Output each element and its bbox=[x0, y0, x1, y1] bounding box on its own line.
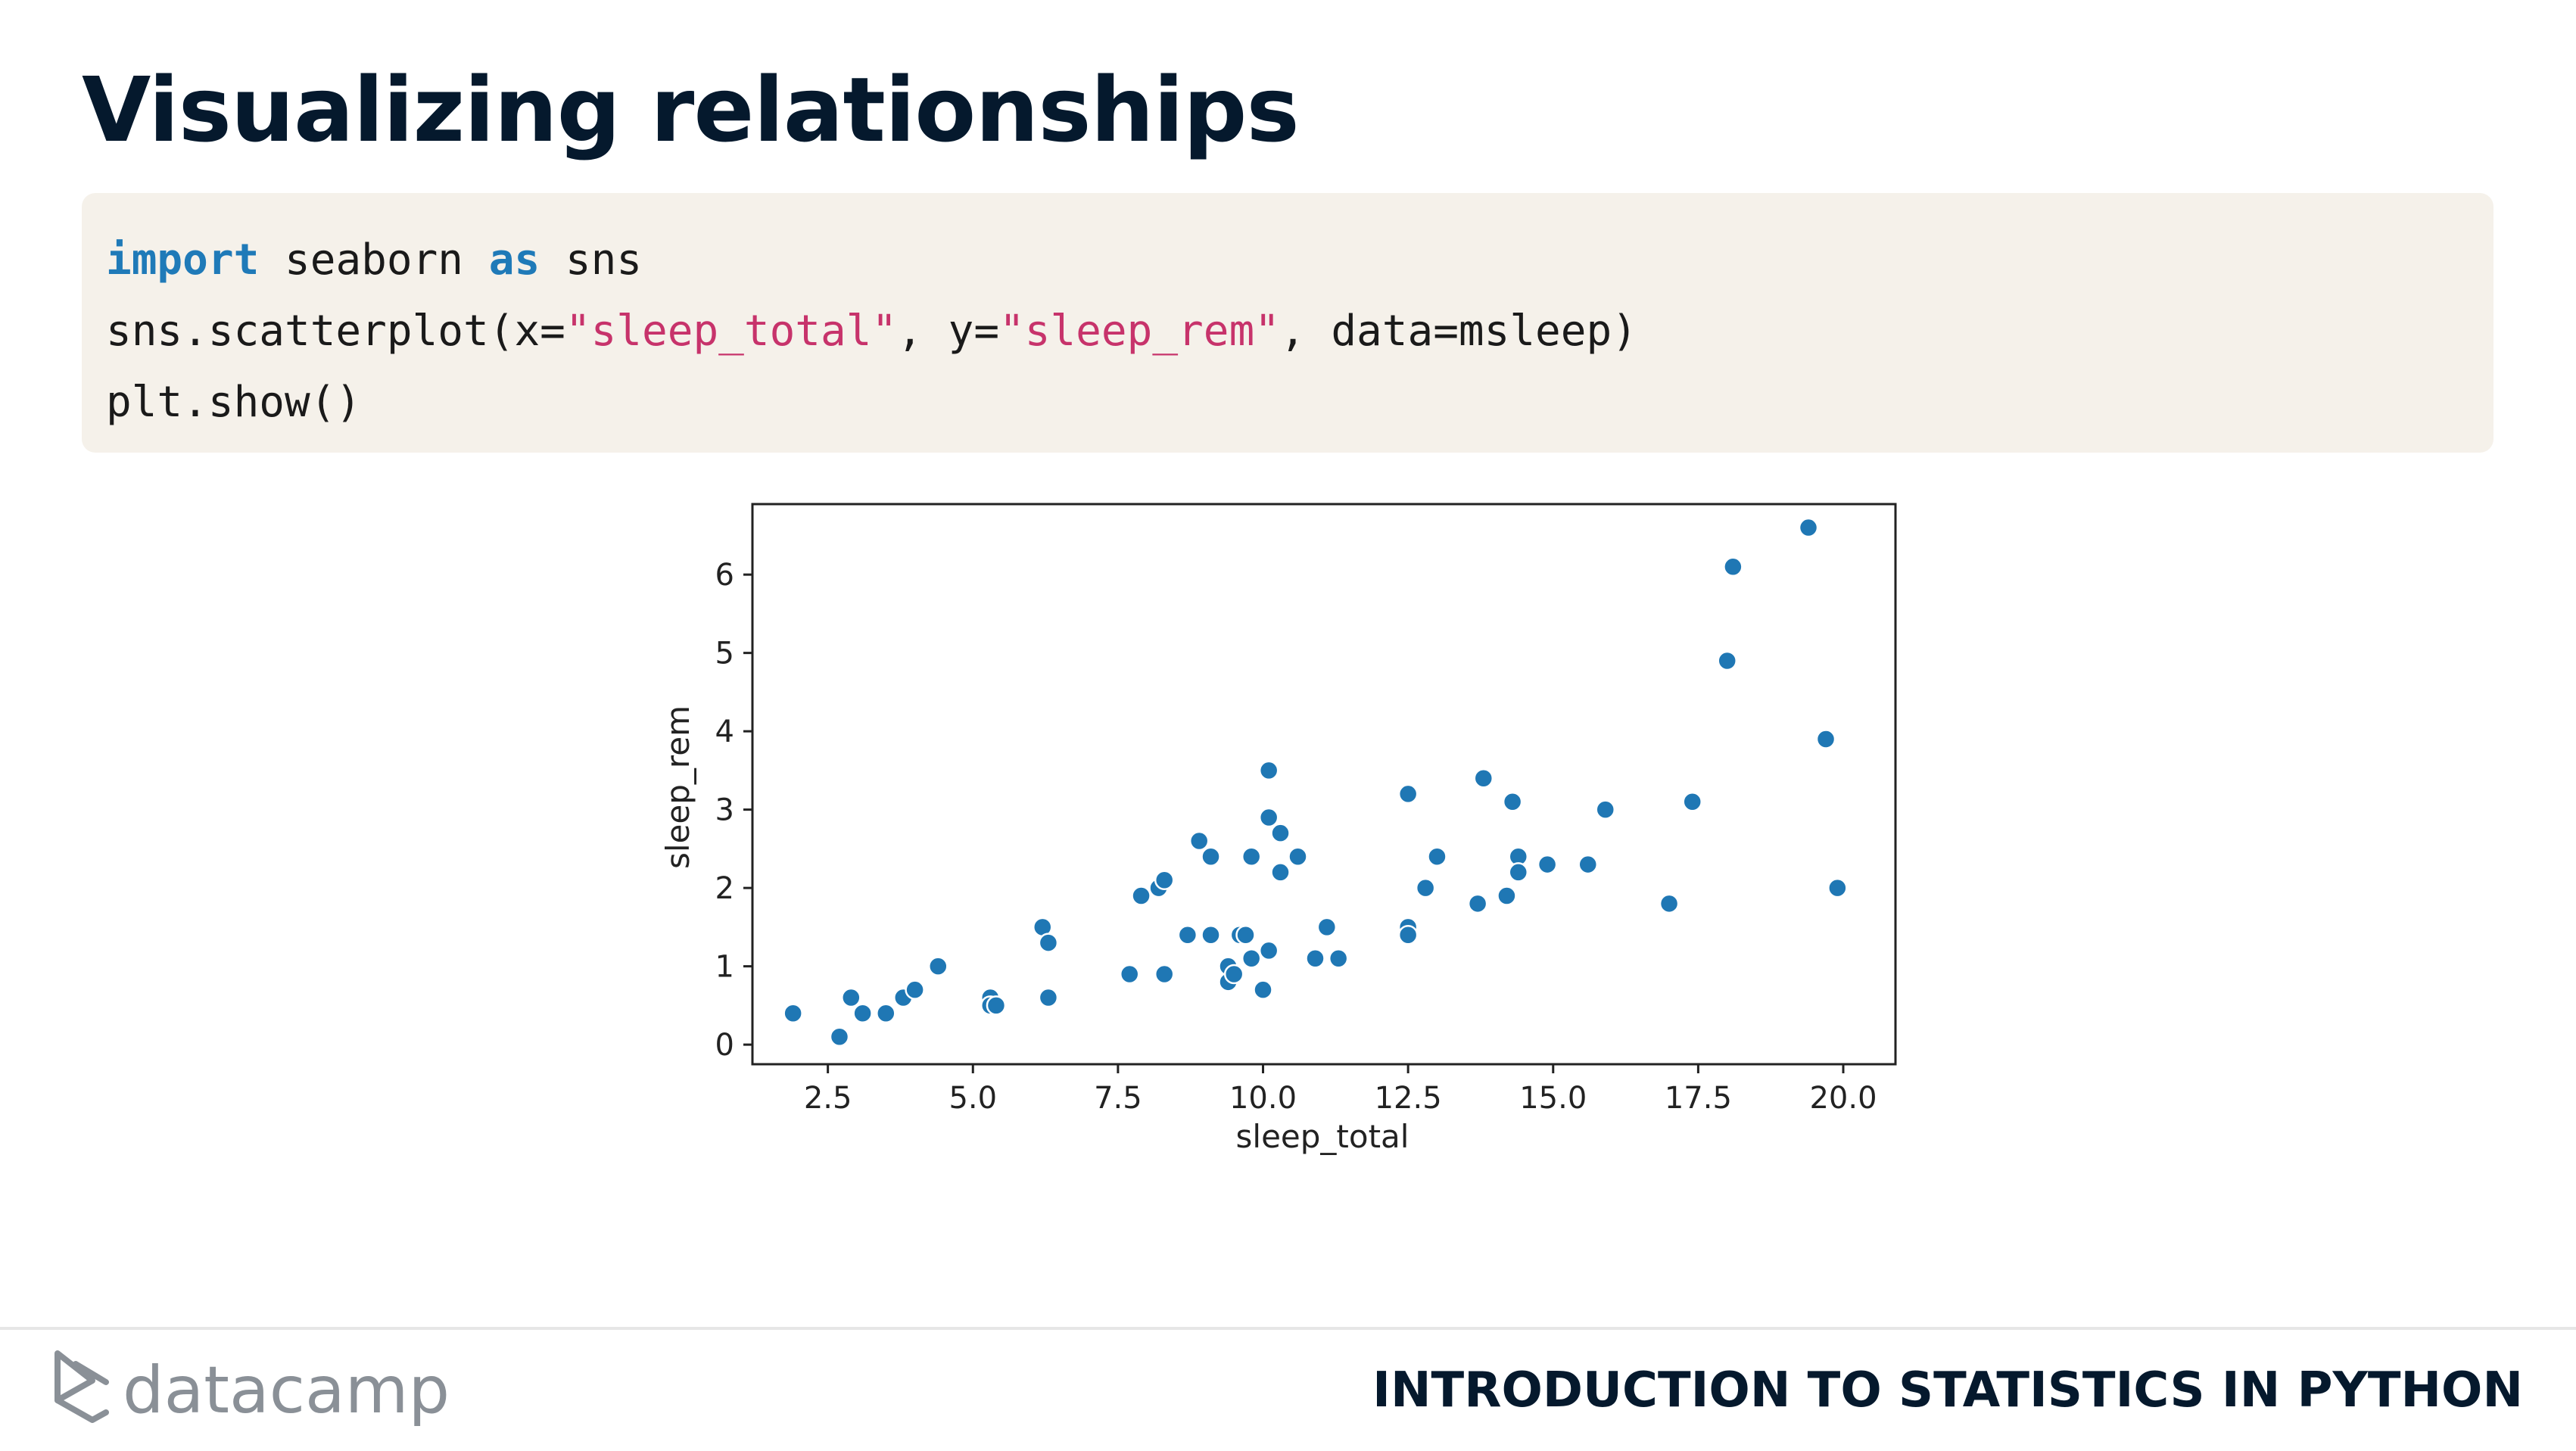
data-point bbox=[1316, 917, 1338, 938]
data-point bbox=[1502, 792, 1523, 812]
data-point bbox=[1595, 799, 1616, 820]
x-tick-label: 5.0 bbox=[948, 1081, 997, 1116]
data-point bbox=[1119, 964, 1140, 985]
data-point bbox=[1473, 768, 1494, 789]
y-axis-label: sleep_rem bbox=[659, 705, 696, 869]
datacamp-logo-wordmark: datacamp bbox=[123, 1353, 450, 1428]
data-point bbox=[1497, 886, 1517, 906]
data-point bbox=[1235, 924, 1256, 945]
data-point bbox=[1305, 948, 1325, 969]
data-point bbox=[876, 1003, 896, 1023]
data-point bbox=[1258, 760, 1279, 781]
data-point bbox=[1467, 893, 1488, 914]
scatter-chart: 2.5 5.0 7.5 10.0 12.5 15.0 17.5 20.0 0 1 2 3 4 5 6 sle… bbox=[659, 503, 1897, 1155]
data-point bbox=[1682, 792, 1702, 812]
code-token: , y= bbox=[897, 307, 1000, 356]
data-point bbox=[1723, 556, 1743, 578]
data-point bbox=[1241, 948, 1262, 969]
code-token: seaborn bbox=[259, 235, 489, 285]
code-token: , data=msleep) bbox=[1279, 307, 1637, 356]
data-point bbox=[1253, 979, 1273, 1000]
data-point bbox=[1397, 924, 1419, 945]
slide-title: Visualizing relationships bbox=[82, 58, 1300, 162]
code-token: sns.scatterplot(x= bbox=[106, 307, 565, 356]
data-point bbox=[829, 1026, 850, 1048]
data-point bbox=[1258, 807, 1279, 828]
data-point bbox=[1131, 886, 1151, 906]
scatter-points bbox=[783, 517, 1848, 1048]
data-point bbox=[1270, 823, 1291, 843]
data-point bbox=[1223, 964, 1244, 985]
data-point bbox=[1177, 924, 1198, 945]
y-tick-label: 3 bbox=[715, 793, 734, 828]
x-tick-label: 20.0 bbox=[1809, 1081, 1877, 1116]
plot-frame bbox=[751, 503, 1897, 1066]
code-block: import seaborn as sns sns.scatterplot(x=… bbox=[82, 193, 2493, 453]
code-token: import bbox=[106, 235, 260, 285]
code-line-show: plt.show() bbox=[106, 367, 2469, 438]
y-tick-label: 2 bbox=[715, 871, 734, 906]
data-point bbox=[1201, 924, 1221, 945]
data-point bbox=[1258, 940, 1279, 961]
code-token: as bbox=[488, 235, 540, 285]
y-tick-label: 5 bbox=[715, 637, 734, 671]
x-tick-label: 2.5 bbox=[804, 1081, 852, 1116]
data-point bbox=[852, 1003, 873, 1023]
data-point bbox=[841, 987, 861, 1008]
data-point bbox=[1188, 830, 1210, 852]
course-title: INTRODUCTION TO STATISTICS IN PYTHON bbox=[1372, 1362, 2523, 1418]
code-line-import: import seaborn as sns bbox=[106, 225, 2469, 296]
y-tick-label: 1 bbox=[715, 950, 734, 985]
x-tick-label: 12.5 bbox=[1375, 1081, 1442, 1116]
x-tick-label: 17.5 bbox=[1665, 1081, 1732, 1116]
footer-divider bbox=[0, 1327, 2576, 1330]
data-point bbox=[1397, 783, 1419, 805]
code-token: plt.show() bbox=[106, 378, 362, 427]
data-point bbox=[1328, 948, 1349, 969]
data-point bbox=[783, 1003, 803, 1023]
data-point bbox=[1270, 862, 1291, 883]
data-point bbox=[1038, 933, 1059, 953]
data-point bbox=[1537, 854, 1558, 875]
datacamp-logo: datacamp bbox=[55, 1350, 450, 1428]
data-point bbox=[1659, 893, 1680, 914]
data-point bbox=[1427, 846, 1447, 867]
datacamp-logo-icon bbox=[55, 1350, 109, 1423]
data-point bbox=[1201, 846, 1221, 867]
data-point bbox=[1815, 729, 1836, 749]
data-point bbox=[1578, 854, 1599, 875]
code-token: "sleep_total" bbox=[565, 307, 898, 356]
x-tick-label: 7.5 bbox=[1094, 1081, 1142, 1116]
data-point bbox=[1827, 877, 1848, 898]
code-token: sns bbox=[540, 235, 643, 285]
data-point bbox=[986, 995, 1007, 1016]
data-point bbox=[928, 956, 948, 976]
data-point bbox=[1154, 964, 1175, 985]
data-point bbox=[1415, 877, 1436, 898]
data-point bbox=[1798, 517, 1819, 538]
x-tick-label: 15.0 bbox=[1519, 1081, 1587, 1116]
y-tick-label: 4 bbox=[715, 715, 734, 749]
y-tick-label: 0 bbox=[715, 1028, 734, 1063]
data-point bbox=[1038, 987, 1059, 1008]
data-point bbox=[1241, 846, 1262, 867]
code-line-scatterplot: sns.scatterplot(x="sleep_total", y="slee… bbox=[106, 296, 2469, 367]
data-point bbox=[1508, 862, 1529, 883]
x-tick-label: 10.0 bbox=[1229, 1081, 1297, 1116]
y-tick-label: 6 bbox=[715, 558, 734, 593]
plot-area: 2.5 5.0 7.5 10.0 12.5 15.0 17.5 20.0 0 1 2 3 4 5 6 bbox=[715, 503, 1897, 1116]
data-point bbox=[1154, 870, 1175, 891]
data-point bbox=[1288, 846, 1308, 867]
data-point bbox=[1717, 650, 1737, 671]
x-axis-label: sleep_total bbox=[1236, 1118, 1409, 1155]
code-token: "sleep_rem" bbox=[999, 307, 1280, 356]
data-point bbox=[905, 979, 925, 1000]
